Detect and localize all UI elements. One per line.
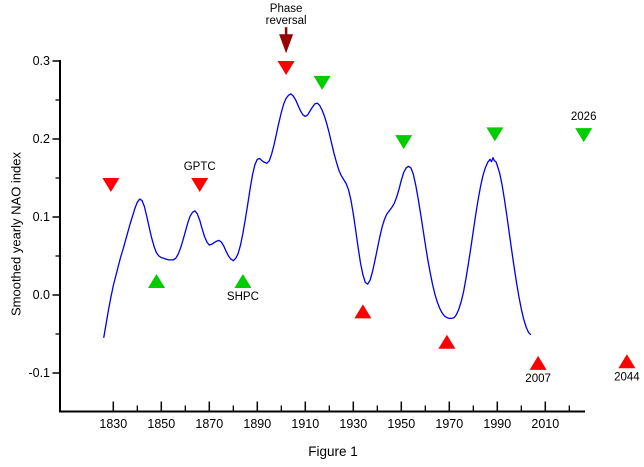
phase-reversal-label-line2: reversal (266, 15, 307, 27)
marker-label-2007: 2007 (525, 373, 551, 385)
nao-index-curve (103, 93, 532, 339)
x-tick-label: 1830 (99, 417, 127, 431)
marker-label-GPTC: GPTC (184, 161, 216, 173)
x-tick-label: 1850 (147, 417, 175, 431)
marker-triangle-down-1951 (395, 135, 413, 150)
marker-triangle-down-2026 (575, 128, 593, 143)
x-tick-label: 1950 (387, 417, 415, 431)
y-tick-label: 0.1 (33, 210, 50, 224)
marker-label-SHPC: SHPC (227, 291, 259, 303)
marker-triangle-up-2044 (618, 354, 636, 369)
x-tick-label: 1970 (435, 417, 463, 431)
y-tick-label: -0.1 (28, 366, 50, 380)
y-tick-label: 0.3 (33, 54, 50, 68)
x-tick-label: 1910 (291, 417, 319, 431)
marker-triangle-down-1866 (191, 178, 209, 193)
marker-triangle-up-1934 (354, 304, 372, 319)
marker-label-2026: 2026 (571, 111, 597, 123)
marker-triangle-up-1884 (234, 273, 252, 288)
phase-reversal-label-line1: Phase (270, 3, 303, 15)
x-tick-label: 1890 (243, 417, 271, 431)
x-tick-label: 1930 (339, 417, 367, 431)
phase-reversal-arrow-head (279, 34, 294, 54)
x-tick-label: 1990 (483, 417, 511, 431)
y-tick-label: 0.2 (33, 132, 50, 146)
marker-triangle-up-2007 (529, 355, 547, 370)
marker-triangle-down-1989 (486, 127, 504, 142)
marker-triangle-up-1969 (438, 334, 456, 349)
marker-triangle-down-1917 (313, 75, 331, 90)
y-tick-label: 0.0 (33, 288, 50, 302)
y-axis-title: Smoothed yearly NAO index (8, 151, 24, 317)
marker-label-2044: 2044 (614, 371, 640, 383)
marker-triangle-down-1902 (277, 61, 295, 76)
marker-triangle-down-1829 (102, 178, 120, 193)
x-tick-label: 1870 (195, 417, 223, 431)
marker-triangle-up-1848 (148, 273, 165, 288)
figure-caption: Figure 1 (308, 444, 358, 459)
x-tick-label: 2010 (531, 417, 559, 431)
